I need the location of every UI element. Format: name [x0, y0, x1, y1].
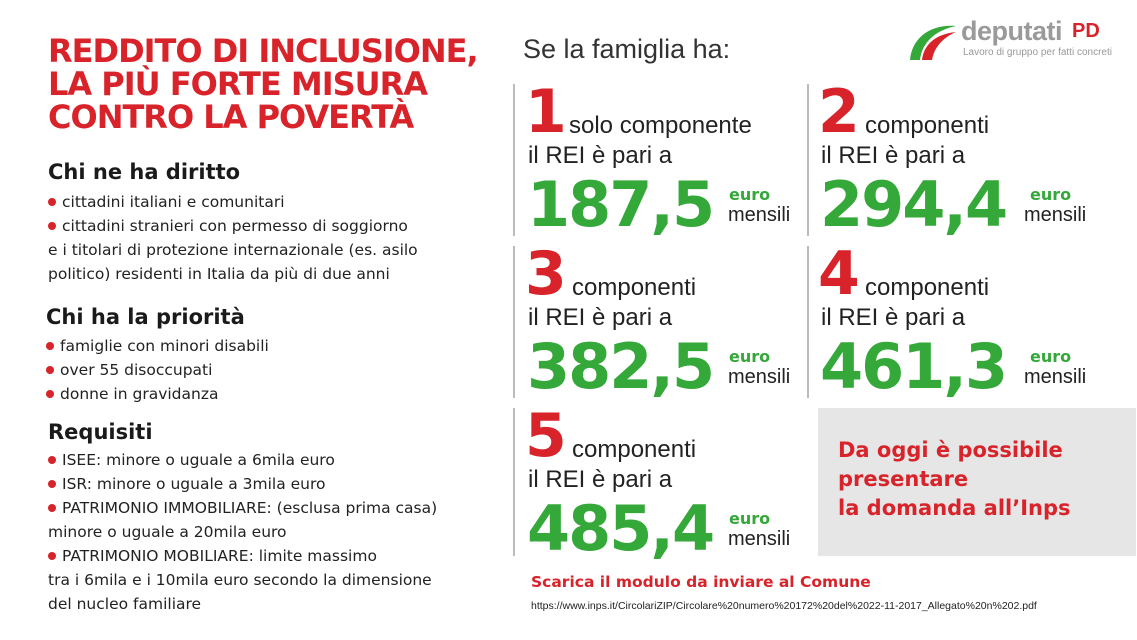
card-components: componenti: [865, 112, 990, 139]
card-mensili: mensili: [1024, 204, 1087, 226]
pd-swoosh-icon: [910, 25, 956, 60]
card-amount: 382,5: [527, 330, 715, 403]
card-mensili: mensili: [728, 528, 791, 550]
card-number: 1: [525, 77, 567, 147]
list-item: PATRIMONIO IMMOBILIARE: (esclusa prima c…: [48, 496, 437, 520]
card-components: componenti: [572, 274, 697, 301]
card-4-components: 4 componenti il REI è pari a 461,3 euro …: [818, 244, 1118, 403]
list-item: cittadini stranieri con permesso di sogg…: [48, 214, 418, 238]
list-item: ISR: minore o uguale a 3mila euro: [48, 472, 437, 496]
cta-line-3: la domanda all’Inps: [838, 496, 1071, 520]
logo-tagline: Lavoro di gruppo per fatti concreti: [963, 47, 1112, 58]
logo-pd: PD: [1072, 20, 1100, 42]
deputati-pd-logo: deputati PD Lavoro di gruppo per fatti c…: [906, 16, 1116, 66]
card-euro: euro: [729, 185, 771, 204]
card-5-components: 5 componenti il REI è pari a 485,4 euro …: [525, 406, 805, 565]
list-item: famiglie con minori disabili: [46, 334, 269, 358]
list-item-continuation: e i titolari di protezione internazional…: [48, 241, 418, 259]
card-euro: euro: [729, 347, 771, 366]
card-components: componenti: [572, 436, 697, 463]
card-amount: 187,5: [527, 168, 715, 241]
card-euro: euro: [1030, 185, 1072, 204]
divider-line: [513, 408, 515, 556]
list-item-continuation: tra i 6mila e i 10mila euro secondo la d…: [48, 571, 432, 589]
card-rei-label: il REI è pari a: [528, 466, 673, 493]
card-amount: 461,3: [820, 330, 1008, 403]
divider-line: [513, 84, 515, 236]
priority-heading: Chi ha la priorità: [46, 305, 245, 329]
bullet-dot: [46, 342, 54, 350]
card-amount: 485,4: [527, 492, 715, 565]
card-number: 2: [818, 77, 860, 147]
bullet-dot: [48, 222, 56, 230]
card-number: 5: [525, 401, 567, 471]
list-item: PATRIMONIO MOBILIARE: limite massimo: [48, 544, 437, 568]
bullet-dot: [46, 390, 54, 398]
title-line-1: REDDITO DI INCLUSIONE,: [48, 32, 479, 70]
page-title: REDDITO DI INCLUSIONE, LA PIÙ FORTE MISU…: [48, 35, 508, 134]
list-item: donne in gravidanza: [46, 382, 269, 406]
divider-line: [513, 246, 515, 398]
card-euro: euro: [1030, 347, 1072, 366]
list-item-continuation: del nucleo familiare: [48, 595, 202, 613]
requirements-list: ISEE: minore o uguale a 6mila euro ISR: …: [48, 448, 437, 616]
eligibility-heading: Chi ne ha diritto: [48, 160, 241, 184]
card-1-component: 1 solo componente il REI è pari a 187,5 …: [525, 82, 805, 241]
card-number: 3: [525, 239, 567, 309]
bullet-dot: [48, 198, 56, 206]
cta-box: Da oggi è possibile presentare la domand…: [818, 408, 1136, 556]
download-notice: Scarica il modulo da inviare al Comune: [531, 573, 871, 591]
card-euro: euro: [729, 509, 771, 528]
download-url-link[interactable]: https://www.inps.it/CircolariZIP/Circola…: [531, 600, 1037, 612]
card-amount: 294,4: [820, 168, 1008, 241]
logo-word: deputati: [961, 16, 1063, 46]
cta-line-1: Da oggi è possibile: [838, 438, 1063, 462]
card-number: 4: [818, 239, 860, 309]
title-line-3: CONTRO LA POVERTÀ: [48, 98, 414, 136]
bullet-dot: [48, 456, 56, 464]
requirements-heading: Requisiti: [48, 420, 153, 444]
cta-line-2: presentare: [838, 467, 969, 491]
bullet-dot: [48, 480, 56, 488]
list-item-continuation: politico) residenti in Italia da più di …: [48, 265, 390, 283]
card-rei-label: il REI è pari a: [528, 142, 673, 169]
card-rei-label: il REI è pari a: [821, 304, 966, 331]
card-3-components: 3 componenti il REI è pari a 382,5 euro …: [525, 244, 805, 403]
card-rei-label: il REI è pari a: [528, 304, 673, 331]
card-mensili: mensili: [728, 366, 791, 388]
priority-list: famiglie con minori disabili over 55 dis…: [46, 334, 269, 406]
list-item: ISEE: minore o uguale a 6mila euro: [48, 448, 437, 472]
cta-text: Da oggi è possibile presentare la domand…: [838, 436, 1071, 523]
card-mensili: mensili: [728, 204, 791, 226]
card-components: solo componente: [569, 112, 752, 139]
divider-line: [807, 246, 809, 398]
list-item: over 55 disoccupati: [46, 358, 269, 382]
bullet-dot: [48, 504, 56, 512]
bullet-dot: [46, 366, 54, 374]
card-mensili: mensili: [1024, 366, 1087, 388]
list-item-continuation: minore o uguale a 20mila euro: [48, 523, 287, 541]
divider-line: [807, 84, 809, 236]
intro-text: Se la famiglia ha:: [523, 34, 731, 64]
card-components: componenti: [865, 274, 990, 301]
bullet-dot: [48, 552, 56, 560]
list-item: cittadini italiani e comunitari: [48, 190, 418, 214]
title-line-2: LA PIÙ FORTE MISURA: [48, 65, 428, 103]
eligibility-list: cittadini italiani e comunitari cittadin…: [48, 190, 418, 286]
card-rei-label: il REI è pari a: [821, 142, 966, 169]
card-2-components: 2 componenti il REI è pari a 294,4 euro …: [818, 82, 1118, 241]
